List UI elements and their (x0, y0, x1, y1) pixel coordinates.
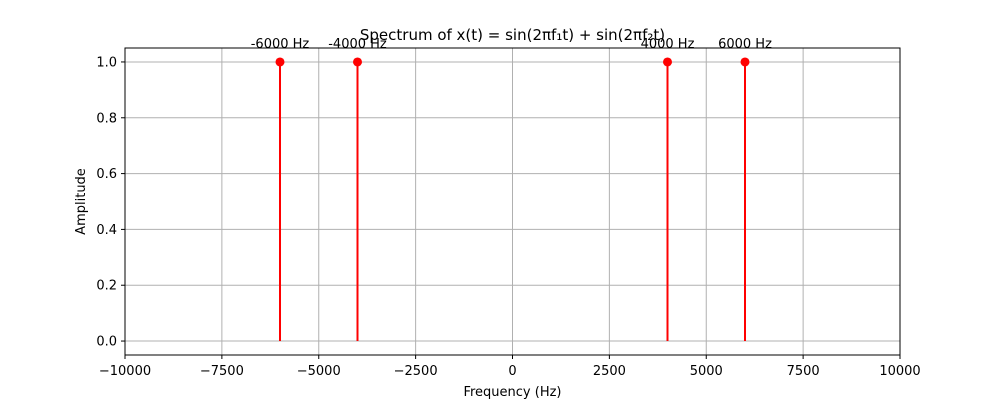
x-tick-label: 7500 (787, 364, 820, 379)
y-tick-label: 0.6 (96, 167, 117, 182)
x-tick-label: 10000 (879, 364, 920, 379)
y-tick-label: 1.0 (96, 55, 117, 70)
x-axis-label: Frequency (Hz) (463, 385, 561, 400)
stem-marker (353, 57, 362, 67)
stem-marker (740, 57, 750, 67)
x-tick-label: −5000 (297, 364, 341, 379)
grid (124, 48, 901, 355)
x-tick-label: 0 (508, 364, 516, 379)
y-axis-ticks: 0.0 0.2 0.4 0.6 0.8 1.0 (96, 55, 125, 350)
x-tick-label: −2500 (394, 364, 438, 379)
x-tick-label: 2500 (593, 364, 626, 379)
y-tick-label: 0.2 (96, 279, 117, 294)
stem-data-label: -6000 Hz (251, 37, 310, 52)
stem-series (275, 57, 750, 342)
stem-marker (275, 57, 285, 67)
stem-marker (663, 57, 672, 67)
y-axis-label: Amplitude (74, 168, 89, 235)
x-tick-label: 5000 (690, 364, 723, 379)
x-tick-label: −10000 (99, 364, 151, 379)
y-tick-label: 0.0 (96, 335, 117, 350)
stem-data-label: 6000 Hz (718, 37, 772, 52)
stem-data-label: -4000 Hz (328, 37, 387, 52)
data-labels: -6000 Hz -4000 Hz 4000 Hz 6000 Hz (251, 37, 772, 52)
y-tick-label: 0.8 (96, 111, 117, 126)
x-axis-ticks: −10000 −7500 −5000 −2500 0 2500 5000 7500 10000 (99, 355, 921, 379)
chart-title: Spectrum of x(t) = sin(2πf₁t) + sin(2πf₂… (360, 26, 665, 44)
stem-data-label: 4000 Hz (641, 37, 695, 52)
y-tick-label: 0.4 (96, 223, 117, 238)
x-tick-label: −7500 (200, 364, 244, 379)
